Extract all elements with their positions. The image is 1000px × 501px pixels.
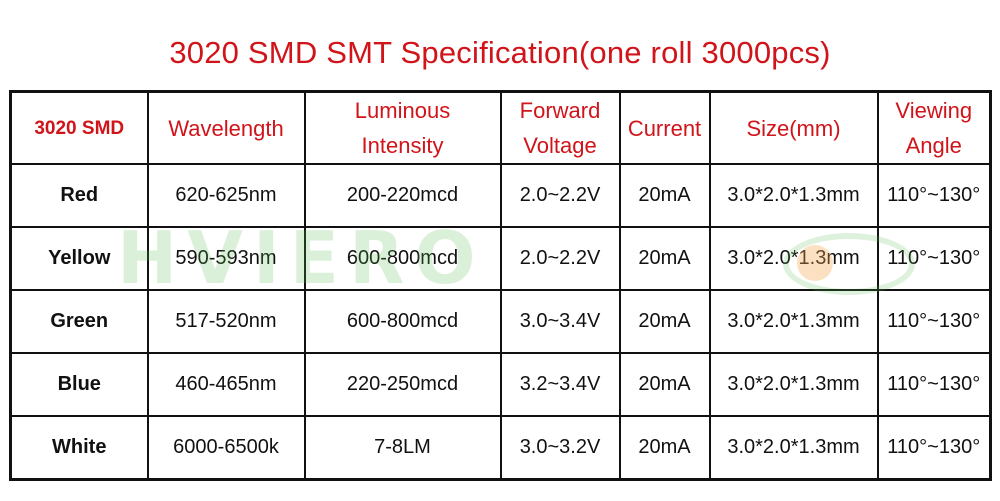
cell-color: Green xyxy=(9,289,149,354)
table-row: Blue 460-465nm 220-250mcd 3.2~3.4V 20mA … xyxy=(9,352,992,417)
cell-size: 3.0*2.0*1.3mm xyxy=(708,352,879,417)
cell-color: Yellow xyxy=(9,226,149,291)
header-current: Current xyxy=(618,90,711,165)
cell-intensity: 7-8LM xyxy=(303,415,502,481)
header-led-type: 3020 SMD xyxy=(9,90,149,165)
cell-wavelength: 620-625nm xyxy=(146,163,306,228)
cell-intensity: 200-220mcd xyxy=(303,163,502,228)
cell-angle: 110°~130° xyxy=(876,289,992,354)
cell-angle: 110°~130° xyxy=(876,415,992,481)
cell-wavelength: 6000-6500k xyxy=(146,415,306,481)
cell-angle: 110°~130° xyxy=(876,163,992,228)
cell-intensity: 600-800mcd xyxy=(303,226,502,291)
cell-voltage: 2.0~2.2V xyxy=(499,226,621,291)
cell-size: 3.0*2.0*1.3mm xyxy=(708,226,879,291)
header-luminous-intensity: Luminous Intensity xyxy=(303,90,502,165)
cell-voltage: 3.2~3.4V xyxy=(499,352,621,417)
header-wavelength: Wavelength xyxy=(146,90,306,165)
cell-color: Blue xyxy=(9,352,149,417)
cell-intensity: 220-250mcd xyxy=(303,352,502,417)
header-size: Size(mm) xyxy=(708,90,879,165)
cell-size: 3.0*2.0*1.3mm xyxy=(708,163,879,228)
cell-current: 20mA xyxy=(618,226,711,291)
cell-current: 20mA xyxy=(618,289,711,354)
cell-voltage: 3.0~3.2V xyxy=(499,415,621,481)
table-row: Red 620-625nm 200-220mcd 2.0~2.2V 20mA 3… xyxy=(9,163,992,228)
cell-current: 20mA xyxy=(618,352,711,417)
header-viewing-angle: Viewing Angle xyxy=(876,90,992,165)
cell-color: Red xyxy=(9,163,149,228)
cell-current: 20mA xyxy=(618,415,711,481)
cell-angle: 110°~130° xyxy=(876,352,992,417)
cell-wavelength: 460-465nm xyxy=(146,352,306,417)
spec-table: 3020 SMD Wavelength Luminous Intensity F… xyxy=(9,90,992,481)
table-row: Green 517-520nm 600-800mcd 3.0~3.4V 20mA… xyxy=(9,289,992,354)
cell-angle: 110°~130° xyxy=(876,226,992,291)
cell-color: White xyxy=(9,415,149,481)
cell-voltage: 2.0~2.2V xyxy=(499,163,621,228)
cell-wavelength: 590-593nm xyxy=(146,226,306,291)
cell-wavelength: 517-520nm xyxy=(146,289,306,354)
cell-intensity: 600-800mcd xyxy=(303,289,502,354)
page-title: 3020 SMD SMT Specification(one roll 3000… xyxy=(169,35,831,70)
table-row: Yellow 590-593nm 600-800mcd 2.0~2.2V 20m… xyxy=(9,226,992,291)
cell-size: 3.0*2.0*1.3mm xyxy=(708,289,879,354)
cell-voltage: 3.0~3.4V xyxy=(499,289,621,354)
header-forward-voltage: Forward Voltage xyxy=(499,90,621,165)
table-header-row: 3020 SMD Wavelength Luminous Intensity F… xyxy=(9,90,992,165)
cell-size: 3.0*2.0*1.3mm xyxy=(708,415,879,481)
table-row: White 6000-6500k 7-8LM 3.0~3.2V 20mA 3.0… xyxy=(9,415,992,481)
cell-current: 20mA xyxy=(618,163,711,228)
